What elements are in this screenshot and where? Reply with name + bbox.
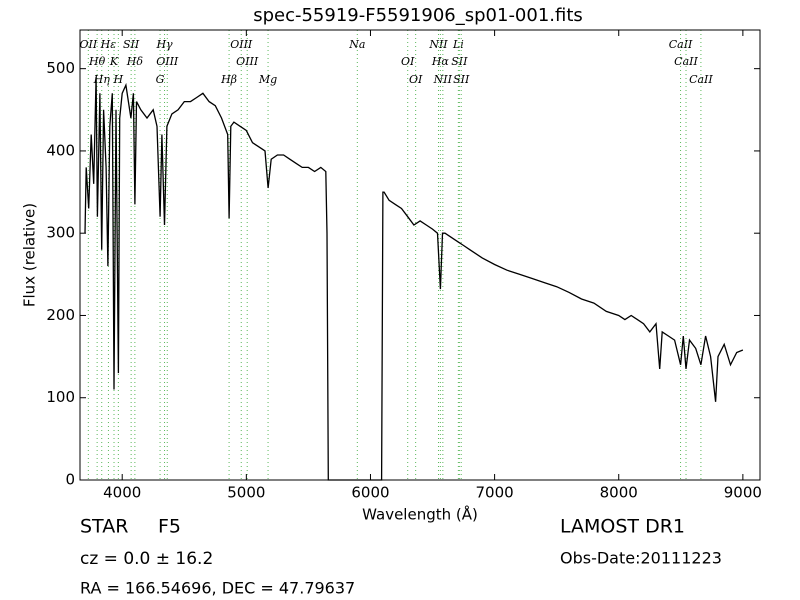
spectral-line-label: Na	[348, 38, 365, 51]
spectral-line-label: Mg	[258, 73, 277, 86]
x-tick-label: 7000	[476, 484, 514, 502]
x-tick-label: 9000	[724, 484, 762, 502]
y-tick-label: 400	[46, 141, 75, 159]
y-tick-label: 500	[46, 59, 75, 77]
spectral-line-label: Hε	[100, 38, 117, 51]
spectrum-line	[84, 76, 744, 481]
y-tick-label: 0	[65, 471, 75, 489]
chart-title: spec-55919-F5591906_sp01-001.fits	[253, 5, 583, 26]
spectral-line-label: Li	[452, 38, 464, 51]
obs-date: Obs-Date:20111223	[560, 549, 722, 568]
spectral-line-label: Hδ	[126, 55, 144, 68]
spectral-line-label: SII	[123, 38, 140, 51]
plot-frame	[79, 29, 761, 481]
object-class: STAR	[80, 516, 128, 538]
x-tick-label: 5000	[227, 484, 265, 502]
x-tick-label: 4000	[103, 484, 141, 502]
spectral-line-label: NII	[433, 73, 453, 86]
spectral-line-label: SII	[451, 55, 468, 68]
spectral-line-label: CaII	[674, 55, 698, 68]
spectral-line-label: OIII	[230, 38, 253, 51]
x-axis-label: Wavelength (Å)	[362, 505, 478, 524]
y-tick-label: 200	[46, 306, 75, 324]
y-tick-label: 300	[46, 224, 75, 242]
spectral-line-label: NII	[428, 38, 448, 51]
spectral-line-label: Hη	[93, 73, 111, 86]
x-tick-label: 8000	[600, 484, 638, 502]
x-tick-label: 6000	[351, 484, 389, 502]
spectral-line-label: Hθ	[88, 55, 106, 68]
spectral-line-label: OI	[401, 55, 415, 68]
spectral-line-label: OIII	[156, 55, 179, 68]
y-axis-label: Flux (relative)	[21, 203, 39, 307]
spectral-line-label: Hβ	[220, 73, 237, 86]
spectral-line-label: CaII	[689, 73, 713, 86]
spectral-line-label: Hα	[431, 55, 450, 68]
y-tick-label: 100	[46, 388, 75, 406]
spectral-line-label: OIII	[236, 55, 259, 68]
spectral-line-label: OI	[409, 73, 423, 86]
survey: LAMOST DR1	[560, 516, 685, 538]
subclass: F5	[158, 516, 181, 538]
coordinates: RA = 166.54696, DEC = 47.79637	[80, 579, 355, 598]
spectral-line-label: H	[113, 73, 124, 86]
redshift: cz = 0.0 ± 16.2	[80, 549, 213, 569]
spectral-line-label: G	[156, 73, 165, 86]
spectral-line-label: Hγ	[155, 38, 173, 51]
spectral-line-label: SII	[453, 73, 470, 86]
spectral-line-label: K	[109, 55, 119, 68]
spectral-line-label: OII	[79, 38, 97, 51]
spectral-line-label: CaII	[669, 38, 693, 51]
